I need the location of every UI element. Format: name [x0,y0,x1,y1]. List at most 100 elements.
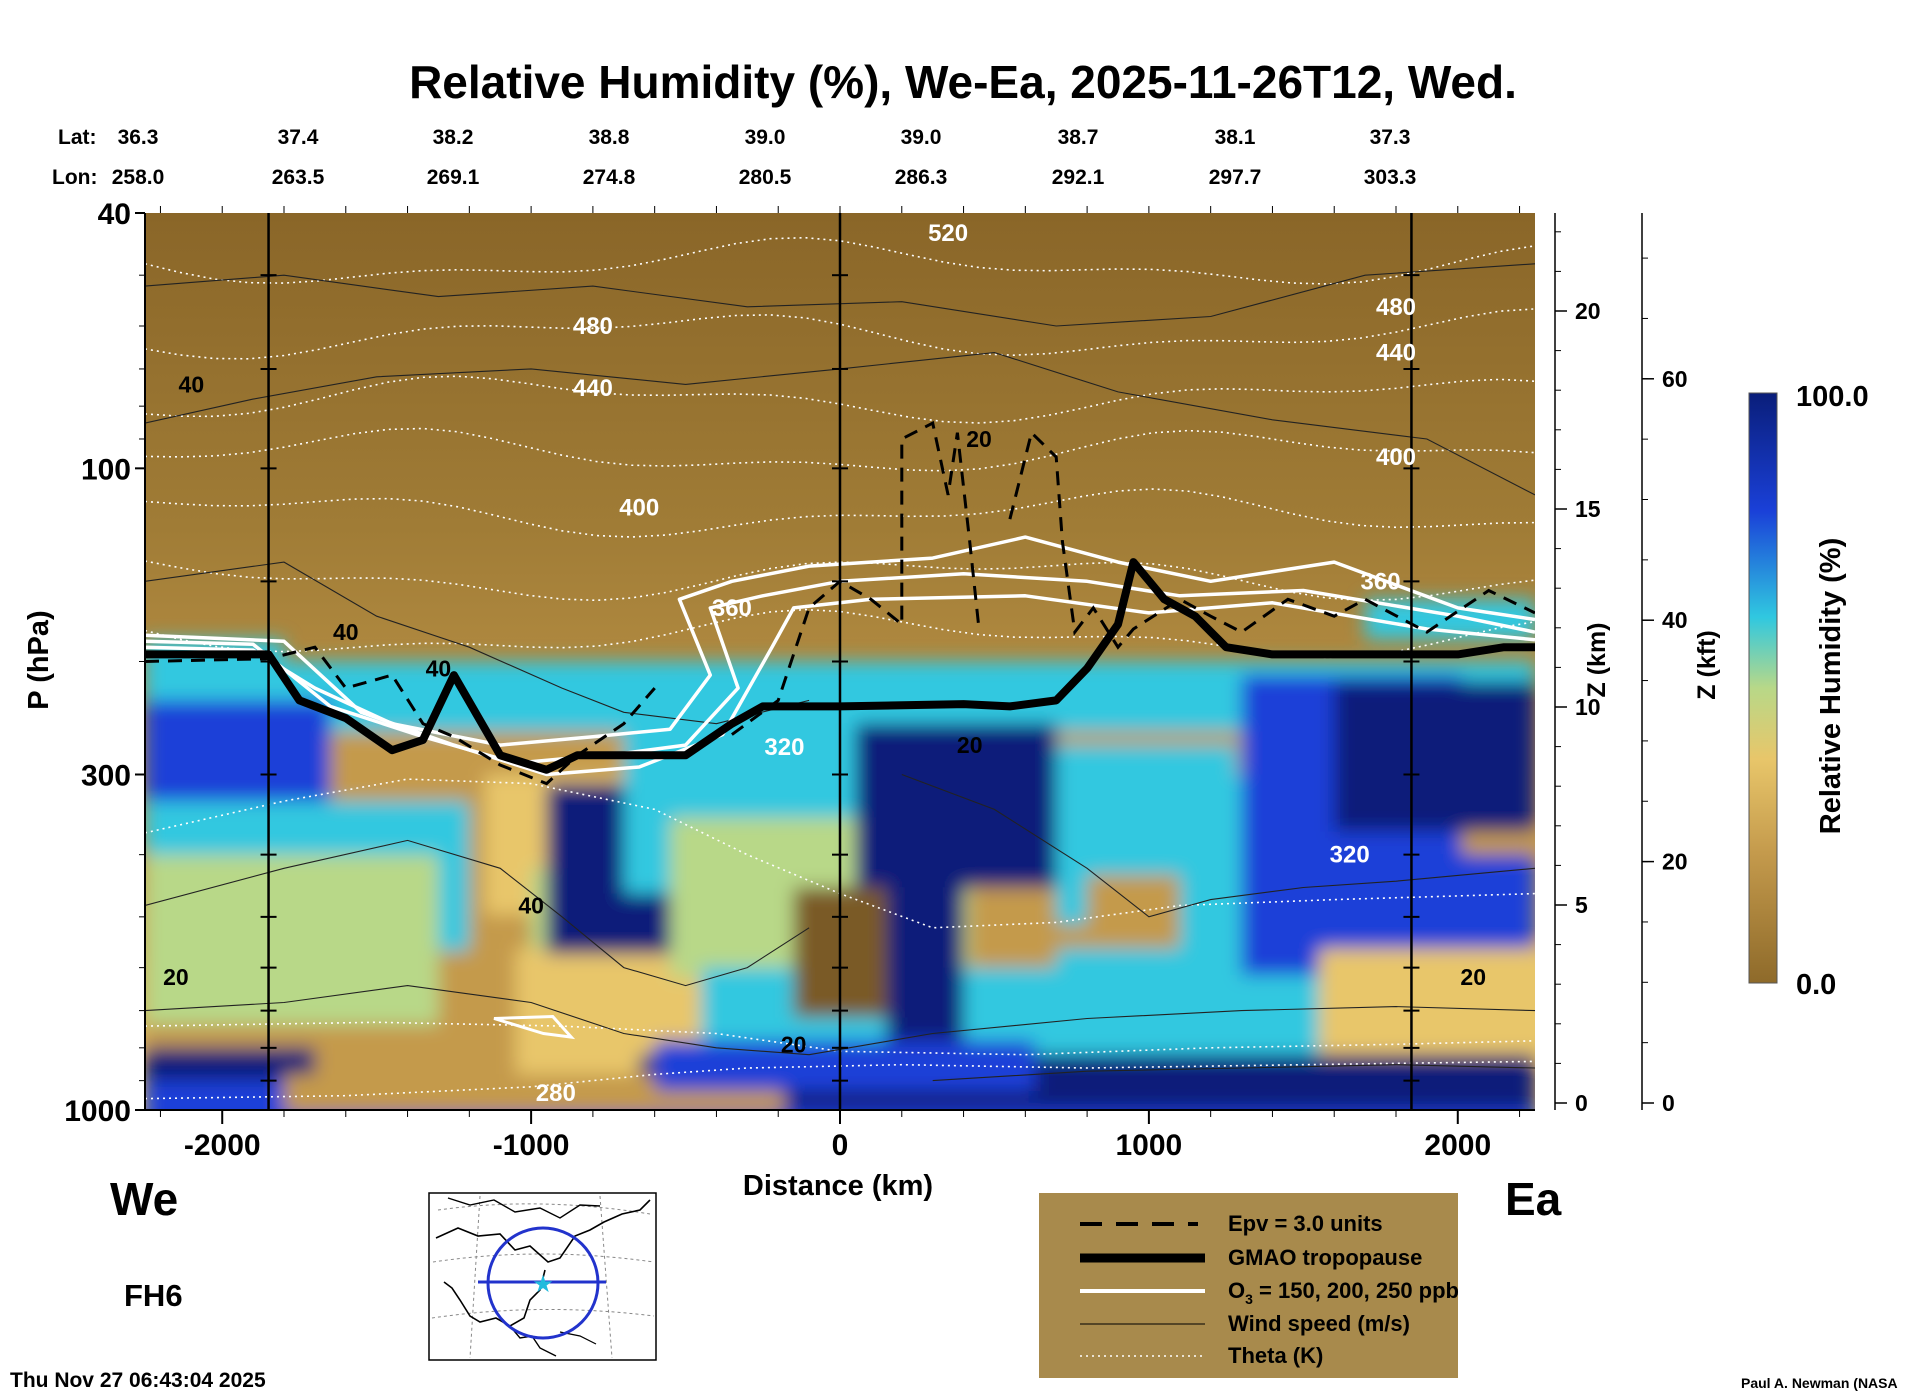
ozone-contours [145,535,1535,1040]
y-tick-label: 40 [98,198,131,231]
colorbar-title: Relative Humidity (%) [1815,538,1847,835]
lon-value: 280.5 [739,166,792,189]
lat-value: 38.2 [433,126,474,149]
colorbar-max-label: 100.0 [1796,381,1869,413]
wind-contour [145,839,810,987]
theta-label: 520 [928,220,968,247]
lon-value: 258.0 [112,166,165,189]
z-km-tick-label: 10 [1575,694,1601,720]
lon-value: 297.7 [1209,166,1262,189]
lat-value: 37.4 [278,126,319,149]
wind-label: 20 [163,964,189,990]
lon-value: 303.3 [1364,166,1417,189]
legend: Epv = 3.0 units GMAO tropopause O3 = 150… [1039,1193,1459,1378]
plot-area: 280 320 320 360 360 400 400 440 440 480 480 520 20 40… [145,213,1535,1110]
timestamp: Thu Nov 27 06:43:04 2025 [10,1369,266,1392]
legend-tropopause-label: GMAO tropopause [1228,1245,1422,1270]
epv-contour [145,645,656,786]
lat-value: 38.7 [1058,126,1099,149]
chart-title: Relative Humidity (%), We-Ea, 2025-11-26… [409,56,1517,108]
locator-map: ★ [428,1192,657,1361]
wind-contour [145,263,1535,327]
ozone-contour [145,594,1535,777]
theta-contour [145,375,1535,424]
wind-label: 20 [957,732,983,758]
lat-value: 37.3 [1370,126,1411,149]
lon-value: 286.3 [895,166,948,189]
y-tick-label: 1000 [64,1095,131,1128]
wind-label: 20 [781,1031,807,1057]
wind-speed-contours [145,263,1535,1082]
wind-label: 40 [333,619,359,645]
z-km-tick-label: 0 [1575,1090,1588,1116]
x-axis-title: Distance (km) [743,1170,933,1202]
lat-value: 39.0 [901,126,942,149]
x-tick-label: 1000 [1116,1129,1183,1162]
z-kft-title: Z (kft) [1693,630,1721,699]
lon-value: 274.8 [583,166,636,189]
east-label: Ea [1505,1173,1562,1225]
forecast-hour-label: FH6 [124,1278,183,1313]
lat-value: 38.1 [1215,126,1256,149]
x-tick-label: 0 [832,1129,849,1162]
axes: -2000 -1000 0 1000 2000100030010040051015200… [64,198,1687,1162]
epv-contours [145,420,1535,786]
theta-contour [145,1060,1535,1100]
theta-label: 400 [619,494,659,521]
lon-value: 269.1 [427,166,480,189]
z-kft-tick-label: 20 [1662,849,1688,875]
theta-label: 400 [1376,444,1416,471]
z-km-tick-label: 20 [1575,298,1601,324]
colorbar [1748,392,1778,984]
z-km-tick-label: 5 [1575,892,1588,918]
lon-label: Lon: [52,166,97,189]
lat-label: Lat: [58,126,97,149]
legend-wind-label: Wind speed (m/s) [1228,1311,1410,1336]
tropopause-line [145,558,1535,774]
lat-value: 36.3 [118,126,159,149]
theta-label: 360 [712,595,752,622]
y-axis-title: P (hPa) [23,610,55,709]
map-center-star: ★ [532,1271,554,1298]
wind-label: 40 [179,371,205,397]
legend-epv-label: Epv = 3.0 units [1228,1211,1383,1236]
wind-label: 20 [966,426,992,452]
lat-lon-rows: 36.3 37.4 38.2 38.8 39.0 39.0 38.7 38.1 37.3 258.… [112,126,1417,189]
ozone-contour [145,572,1535,765]
theta-label: 360 [1361,568,1401,595]
x-tick-label: -2000 [184,1129,261,1162]
theta-contour [145,778,1535,929]
y-tick-label: 300 [81,759,131,792]
z-kft-tick-label: 0 [1662,1090,1675,1116]
contour-labels: 280 320 320 360 360 400 400 440 440 480 480 520 20 40… [163,220,1486,1107]
wind-label: 20 [1460,964,1486,990]
z-kft-tick-label: 40 [1662,607,1688,633]
west-label: We [110,1173,178,1225]
y-tick-label: 100 [81,453,131,486]
wind-label: 40 [518,892,544,918]
x-tick-label: 2000 [1424,1129,1491,1162]
z-km-tick-label: 15 [1575,496,1601,522]
wind-contour [145,561,810,725]
x-tick-label: -1000 [493,1129,570,1162]
legend-theta-label: Theta (K) [1228,1343,1323,1368]
theta-label: 440 [1376,340,1416,367]
theta-label: 320 [764,734,804,761]
wind-label: 40 [426,655,452,681]
wind-contour [901,773,1535,918]
legend-ozone-label: O3 = 150, 200, 250 ppb [1228,1278,1459,1307]
humidity-field [145,599,1535,1110]
colorbar-min-label: 0.0 [1796,969,1836,1001]
epv-contour [1008,429,1535,650]
wind-contour [932,1064,1535,1082]
theta-label: 320 [1330,842,1370,869]
z-kft-tick-label: 60 [1662,366,1688,392]
lat-value: 38.8 [589,126,630,149]
theta-contour [145,308,1535,360]
wind-contour [145,985,1535,1056]
epv-contour [731,420,981,736]
theta-label: 440 [573,375,613,402]
theta-label: 280 [536,1080,576,1107]
lat-value: 39.0 [745,126,786,149]
